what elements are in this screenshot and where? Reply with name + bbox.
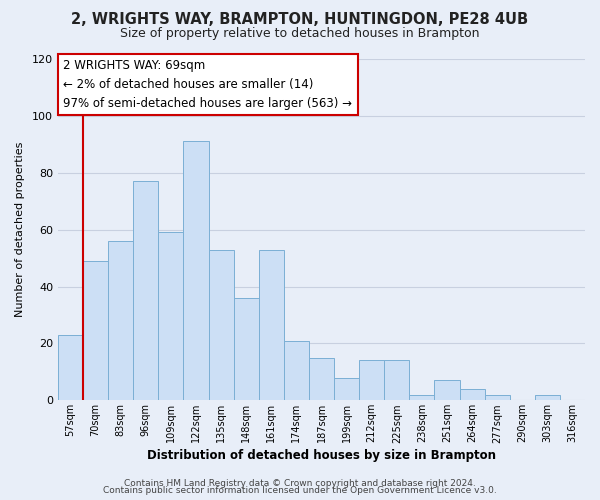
Bar bbox=[460, 389, 485, 400]
Text: Contains HM Land Registry data © Crown copyright and database right 2024.: Contains HM Land Registry data © Crown c… bbox=[124, 478, 476, 488]
Y-axis label: Number of detached properties: Number of detached properties bbox=[15, 142, 25, 318]
X-axis label: Distribution of detached houses by size in Brampton: Distribution of detached houses by size … bbox=[147, 450, 496, 462]
Text: 2 WRIGHTS WAY: 69sqm
← 2% of detached houses are smaller (14)
97% of semi-detach: 2 WRIGHTS WAY: 69sqm ← 2% of detached ho… bbox=[63, 59, 352, 110]
Bar bbox=[309, 358, 334, 401]
Bar bbox=[359, 360, 384, 401]
Bar bbox=[209, 250, 233, 400]
Text: Size of property relative to detached houses in Brampton: Size of property relative to detached ho… bbox=[120, 28, 480, 40]
Bar bbox=[108, 241, 133, 400]
Bar bbox=[334, 378, 359, 400]
Bar bbox=[259, 250, 284, 400]
Bar bbox=[184, 142, 209, 400]
Bar bbox=[409, 394, 434, 400]
Bar bbox=[535, 394, 560, 400]
Bar bbox=[83, 261, 108, 400]
Text: 2, WRIGHTS WAY, BRAMPTON, HUNTINGDON, PE28 4UB: 2, WRIGHTS WAY, BRAMPTON, HUNTINGDON, PE… bbox=[71, 12, 529, 28]
Text: Contains public sector information licensed under the Open Government Licence v3: Contains public sector information licen… bbox=[103, 486, 497, 495]
Bar bbox=[133, 182, 158, 400]
Bar bbox=[284, 340, 309, 400]
Bar bbox=[158, 232, 184, 400]
Bar bbox=[485, 394, 510, 400]
Bar bbox=[58, 335, 83, 400]
Bar bbox=[434, 380, 460, 400]
Bar bbox=[233, 298, 259, 400]
Bar bbox=[384, 360, 409, 401]
